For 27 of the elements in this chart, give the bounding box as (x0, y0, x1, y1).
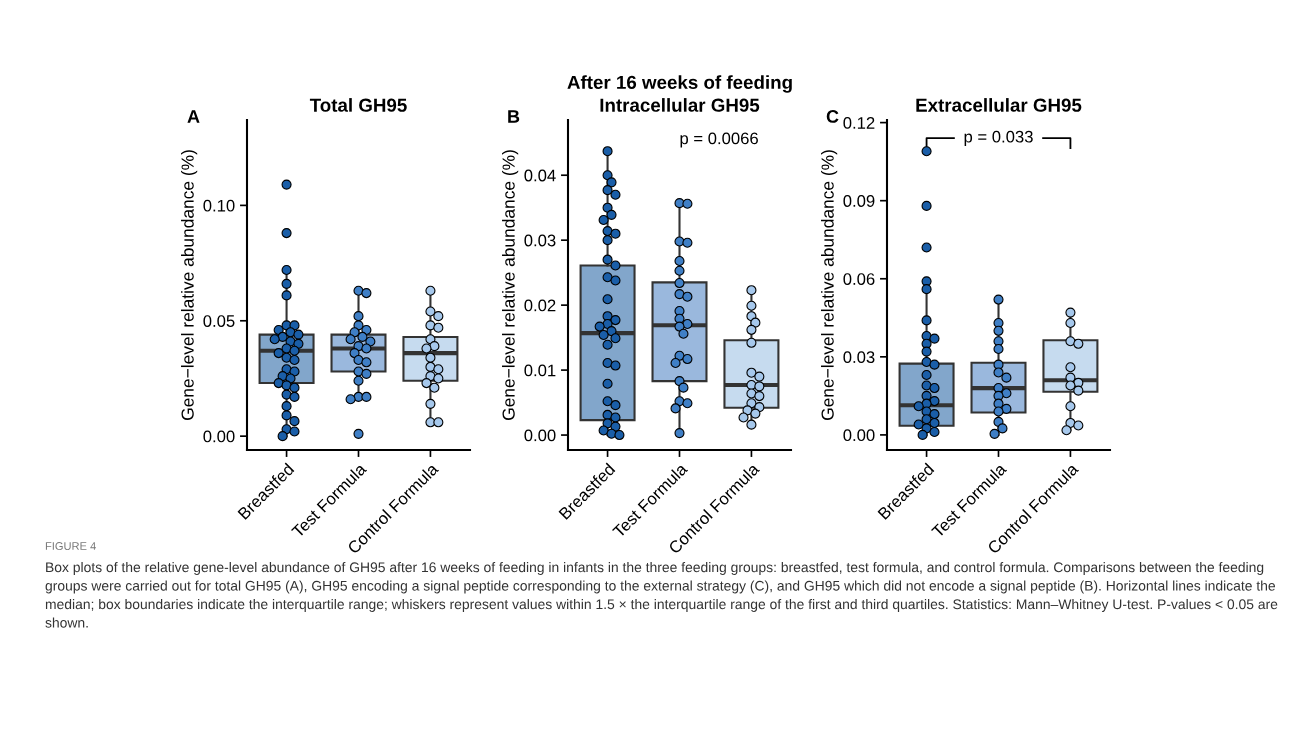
chart-title: Extracellular GH95 (916, 98, 1082, 112)
y-axis-title: Gene−level relative abundance (%) (181, 150, 198, 420)
y-tick-label: 0.01 (524, 364, 556, 377)
annotation: p = 0.0066 (680, 132, 758, 148)
y-tick-label: 0.00 (843, 429, 875, 442)
y-tick-label: 0.00 (203, 430, 235, 443)
chart-title: Total GH95 (309, 98, 407, 112)
text: After 16 weeks of feeding (567, 75, 792, 93)
text: B (508, 110, 520, 123)
text: C (826, 110, 839, 123)
chart-title: Intracellular GH95 (600, 98, 760, 112)
y-tick-label: 0.12 (843, 117, 875, 129)
y-tick-label: 0.04 (524, 169, 556, 182)
y-axis-title: Gene−level relative abundance (%) (821, 150, 838, 420)
y-tick-label: 0.09 (843, 195, 875, 207)
text: Box plots of the relative gene-level abundance of GH95 after 16 weeks of feeding in infants in the three feeding groups: breastfed, test formula, and control formula. Comparisons between the feeding groups were carried out for total GH95 (A), GH95 encoding a signal peptide corresponding to the external strategy (C), and GH95 which did not encode a signal peptide (B). Horizontal lines indicate the median; box boundaries indicate the interquartile range; whiskers represent values within 1.5 × the interquartile range of the first and third quartiles. Statistics: Mann–Whitney U-test. P-values < 0.05 are shown. (45, 562, 1278, 628)
y-tick-label: 0.10 (203, 199, 235, 212)
annotation: p = 0.033 (964, 130, 1033, 146)
text: A (187, 110, 200, 123)
y-tick-label: 0.03 (843, 351, 875, 364)
y-tick-label: 0.05 (203, 315, 235, 327)
y-tick-label: 0.03 (524, 234, 556, 247)
caption: FIGURE 4 (45, 542, 96, 550)
y-tick-label: 0.00 (524, 429, 556, 442)
y-tick-label: 0.02 (524, 299, 556, 312)
y-axis-title: Gene−level relative abundance (%) (502, 150, 519, 420)
y-tick-label: 0.06 (843, 273, 875, 285)
